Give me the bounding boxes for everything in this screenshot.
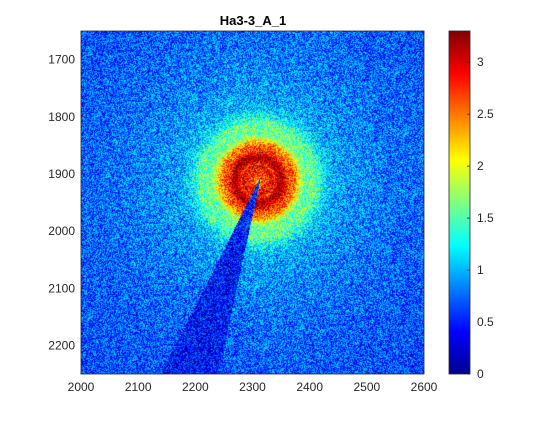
y-tick-label: 1800	[48, 110, 75, 124]
colorbar-tick-label: 3	[477, 55, 484, 69]
colorbar-tick-label: 2	[477, 159, 484, 173]
y-tick-label: 1700	[48, 53, 75, 67]
y-axis: 1700 1800 1900 2000 2100 2200	[48, 53, 424, 352]
colorbar: 0 0.5 1 1.5 2 2.5 3	[448, 30, 494, 381]
x-axis: 2000 2100 2200 2300 2400 2500 2600	[68, 31, 438, 394]
x-tick-label: 2100	[125, 380, 152, 394]
y-tick-label: 2200	[48, 338, 75, 352]
colorbar-tick-label: 1.5	[477, 211, 494, 225]
x-tick-label: 2200	[182, 380, 209, 394]
colorbar-tick-label: 1	[477, 263, 484, 277]
colorbar-tick-label: 2.5	[477, 107, 494, 121]
colorbar-ticks: 0 0.5 1 1.5 2 2.5 3	[467, 55, 494, 381]
colorbar-tick-label: 0.5	[477, 315, 494, 329]
colorbar-gradient	[448, 30, 471, 375]
x-tick-label: 2400	[296, 380, 323, 394]
x-tick-label: 2000	[68, 380, 95, 394]
chart-title: Ha3-3_A_1	[220, 13, 287, 28]
y-tick-label: 2100	[48, 281, 75, 295]
x-tick-label: 2500	[353, 380, 380, 394]
colorbar-tick-label: 0	[477, 367, 484, 381]
x-tick-label: 2600	[411, 380, 438, 394]
y-tick-label: 2000	[48, 224, 75, 238]
y-tick-label: 1900	[48, 167, 75, 181]
x-tick-label: 2300	[239, 380, 266, 394]
heatmap-image	[81, 31, 424, 374]
plot-area	[80, 30, 425, 375]
